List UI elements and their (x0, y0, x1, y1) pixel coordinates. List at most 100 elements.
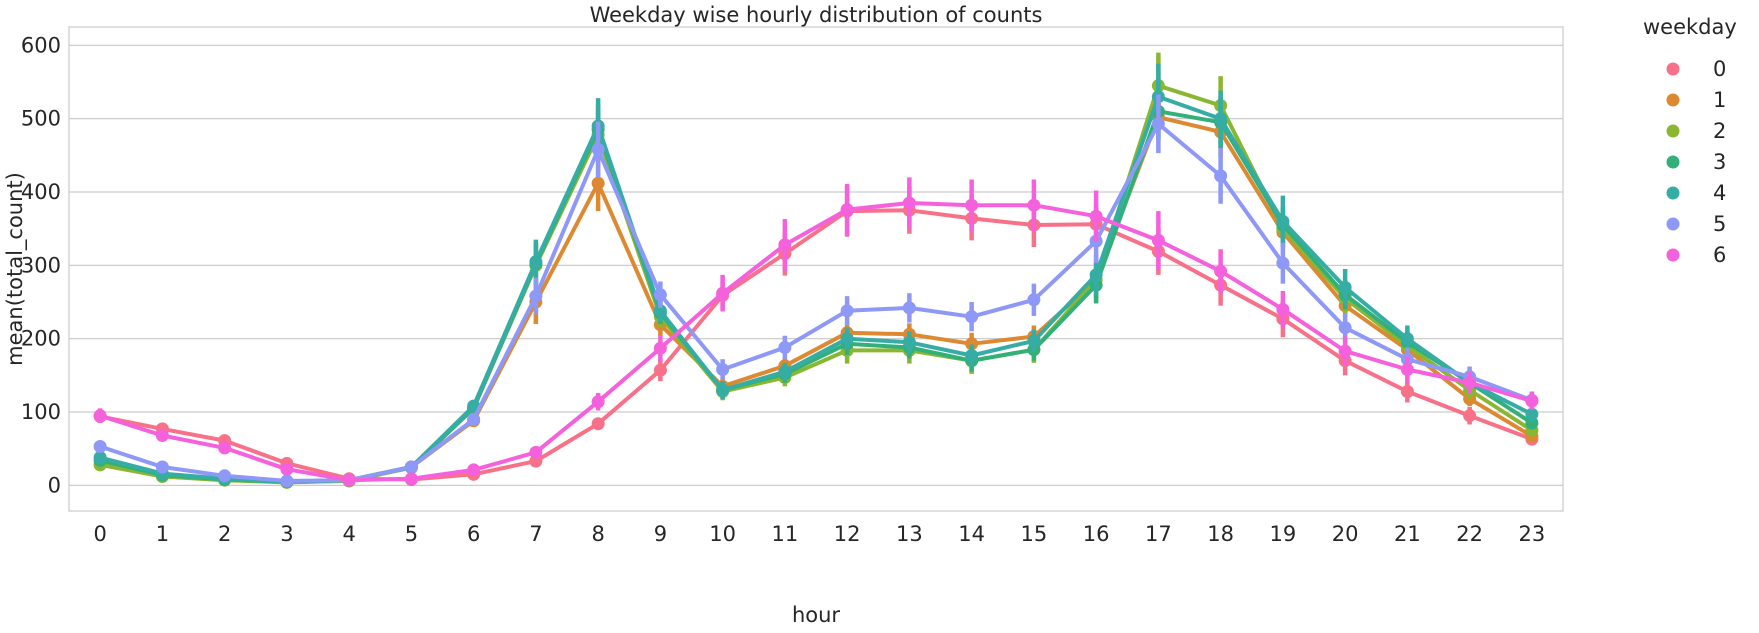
x-tick-label: 1 (156, 522, 169, 546)
data-point (1338, 321, 1352, 335)
legend-label: 4 (1713, 181, 1726, 205)
y-tick-label: 0 (48, 473, 61, 497)
data-point (1214, 112, 1228, 126)
x-tick-label: 15 (1021, 522, 1048, 546)
x-tick-label: 22 (1456, 522, 1483, 546)
y-tick-label: 500 (21, 107, 61, 131)
data-point (218, 469, 232, 483)
x-tick-label: 12 (834, 522, 861, 546)
series-line (99, 208, 1533, 482)
y-tick-label: 600 (21, 33, 61, 57)
data-point (467, 463, 481, 477)
x-tick-label: 23 (1519, 522, 1546, 546)
data-point (1400, 384, 1414, 398)
data-point (404, 460, 418, 474)
x-tick-label: 10 (709, 522, 736, 546)
data-point (529, 255, 543, 269)
x-tick-label: 8 (591, 522, 604, 546)
data-point (1338, 344, 1352, 358)
legend-marker (1666, 155, 1680, 169)
data-point (653, 363, 667, 377)
data-point (218, 441, 232, 455)
data-point (529, 445, 543, 459)
x-tick-label: 19 (1270, 522, 1297, 546)
x-tick-label: 3 (280, 522, 293, 546)
x-tick-label: 5 (405, 522, 418, 546)
x-tick-label: 18 (1207, 522, 1234, 546)
y-tick-label: 200 (21, 327, 61, 351)
y-axis-label: mean(total_count) (3, 172, 28, 366)
data-point (591, 176, 605, 190)
legend-marker (1666, 248, 1680, 262)
x-axis-label: hour (792, 603, 840, 627)
plot-frame (68, 26, 1564, 512)
series-6 (93, 177, 1539, 487)
x-tick-label: 14 (958, 522, 985, 546)
series-line (99, 121, 1533, 483)
legend-item: 0 (1666, 57, 1726, 81)
legend-marker (1666, 62, 1680, 76)
y-tick-label: 100 (21, 400, 61, 424)
data-point (342, 473, 356, 487)
data-point (1089, 268, 1103, 282)
data-point (1525, 407, 1539, 421)
x-tick-label: 16 (1083, 522, 1110, 546)
data-point (1027, 198, 1041, 212)
legend-title: weekday (1643, 15, 1737, 39)
data-point (902, 335, 916, 349)
data-point (653, 341, 667, 355)
data-point (155, 428, 169, 442)
legend-item: 3 (1666, 150, 1726, 174)
data-point (93, 439, 107, 453)
data-point (404, 472, 418, 486)
legend-marker (1666, 217, 1680, 231)
legend-marker (1666, 93, 1680, 107)
x-tick-label: 2 (218, 522, 231, 546)
legend-label: 5 (1713, 212, 1726, 236)
x-tick-label: 13 (896, 522, 923, 546)
data-point (1400, 362, 1414, 376)
data-point (1214, 169, 1228, 183)
legend-item: 2 (1666, 119, 1726, 143)
data-point (1400, 332, 1414, 346)
legend-marker (1666, 124, 1680, 138)
data-point (591, 417, 605, 431)
legend-item: 1 (1666, 88, 1726, 112)
data-point (155, 460, 169, 474)
chart-title: Weekday wise hourly distribution of coun… (590, 3, 1043, 27)
x-tick-label: 6 (467, 522, 480, 546)
data-point (280, 462, 294, 476)
data-point (1151, 233, 1165, 247)
data-point (280, 474, 294, 488)
legend-label: 6 (1713, 243, 1726, 267)
data-point (1276, 256, 1290, 270)
legend: weekday 0 1 2 3 4 5 6 (1643, 15, 1737, 267)
series-line (99, 83, 1533, 485)
data-point (1151, 117, 1165, 131)
legend-label: 3 (1713, 150, 1726, 174)
series-5 (93, 94, 1539, 488)
data-point (965, 198, 979, 212)
data-point (1089, 209, 1103, 223)
data-point (1463, 376, 1477, 390)
legend-label: 2 (1713, 119, 1726, 143)
y-tick-label: 300 (21, 253, 61, 277)
data-point (467, 412, 481, 426)
x-tick-label: 21 (1394, 522, 1421, 546)
data-point (965, 337, 979, 351)
data-point (591, 142, 605, 156)
data-point (1276, 302, 1290, 316)
data-point (840, 304, 854, 318)
data-point (93, 450, 107, 464)
x-tick-label: 17 (1145, 522, 1172, 546)
data-point (529, 289, 543, 303)
data-point (1027, 334, 1041, 348)
x-tick-label: 7 (529, 522, 542, 546)
grid (69, 44, 1563, 486)
data-point (716, 362, 730, 376)
x-axis-ticks: 0 1 2 3 4 5 6 7 8 9 10 11 12 13 14 15 16 17 18 19 20 21 22 23 (93, 522, 1545, 546)
legend-item: 5 (1666, 212, 1726, 236)
data-point (1027, 293, 1041, 307)
x-tick-label: 0 (93, 522, 106, 546)
